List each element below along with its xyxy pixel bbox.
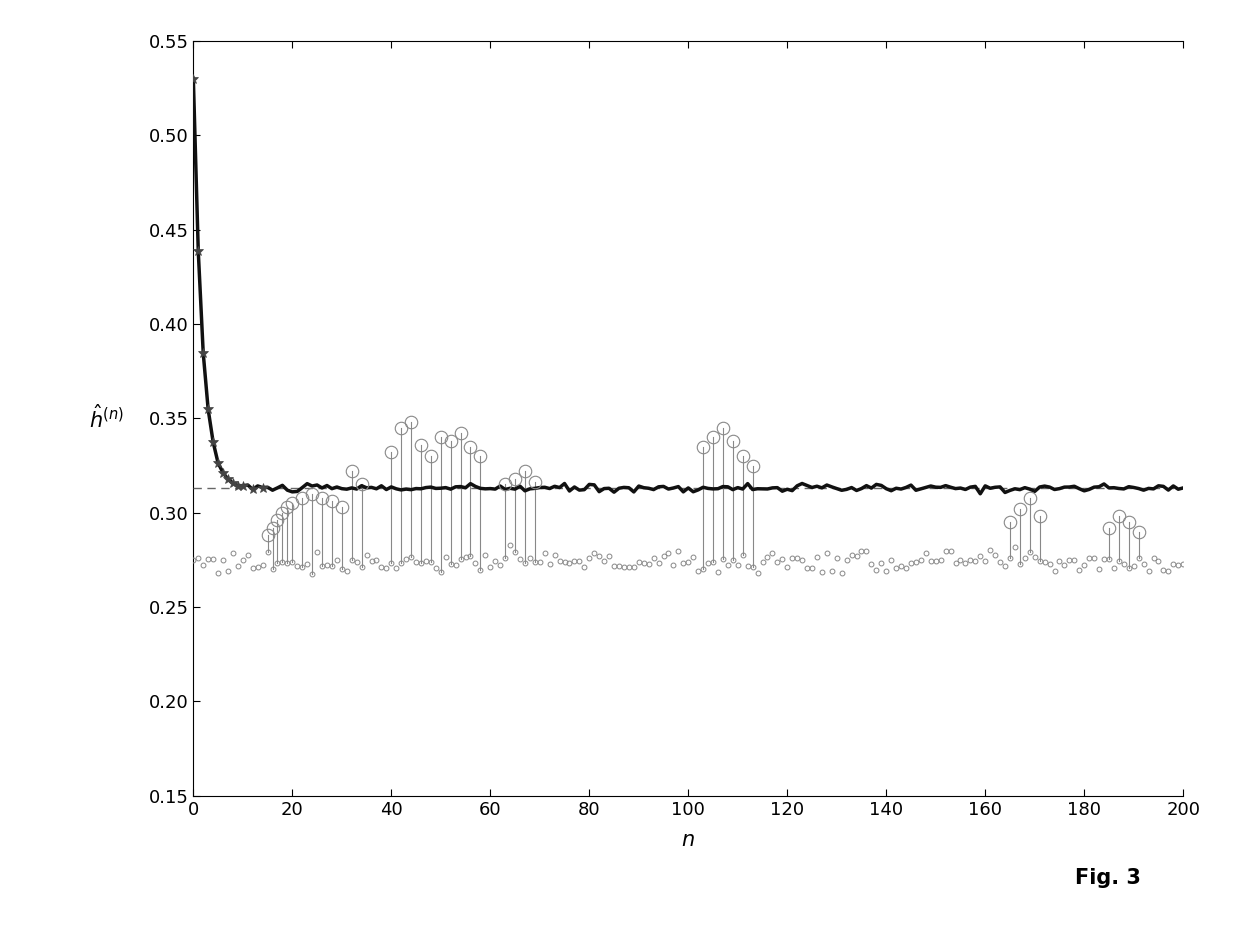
Y-axis label: $\hat{h}^{(n)}$: $\hat{h}^{(n)}$	[89, 404, 124, 432]
X-axis label: n: n	[682, 830, 694, 850]
Text: Fig. 3: Fig. 3	[1075, 869, 1141, 888]
